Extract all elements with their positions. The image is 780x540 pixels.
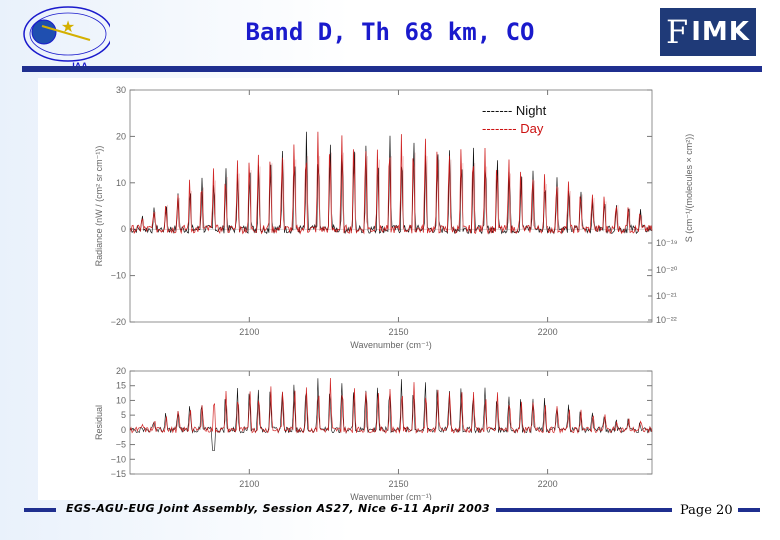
svg-text:★: ★ [61, 19, 75, 36]
residual-day-line [129, 377, 653, 434]
residual-night-line [129, 378, 653, 451]
legend-night: ------- Night [482, 103, 547, 118]
residual-xtick-label: 2100 [239, 479, 259, 489]
imk-logo: F IMK [660, 8, 756, 56]
radiance-ytick-label: −10 [111, 271, 126, 281]
radiance-frame [129, 89, 653, 323]
strength-axis-label: S (cm⁻¹/(molecules × cm²)) [684, 134, 694, 243]
strength-tick-label: 10⁻²² [656, 315, 677, 325]
strength-tick-label: 10⁻²⁰ [656, 265, 678, 275]
radiance-plot: −20 −10 0 10 20 30 2100 2150 2200 Wavenumber (cm⁻… [94, 85, 694, 350]
residual-frame [129, 370, 653, 475]
radiance-ytick-label: −20 [111, 317, 126, 327]
radiance-ytick-label: 30 [116, 85, 126, 95]
radiance-ytick-label: 20 [116, 131, 126, 141]
residual-xtick-label: 2200 [538, 479, 558, 489]
legend-day: -------- Day [482, 121, 544, 136]
radiance-ylabel: Radiance (nW / (cm² sr cm⁻¹)) [94, 146, 104, 267]
page-number: Page 20 [680, 503, 733, 518]
imk-logo-letter: F [666, 13, 690, 51]
strength-tick-label: 10⁻²¹ [656, 291, 677, 301]
residual-xtick-label: 2150 [388, 479, 408, 489]
residual-ytick-label: 20 [116, 366, 126, 376]
footer-rule-left [24, 508, 56, 512]
radiance-xtick-label: 2150 [388, 327, 408, 337]
strength-tick-label: 10⁻¹⁹ [656, 238, 678, 248]
footer-rule-right [738, 508, 760, 512]
residual-ytick-label: 10 [116, 395, 126, 405]
radiance-ytick-label: 10 [116, 178, 126, 188]
iaa-logo: ★ IAA [10, 2, 113, 72]
residual-ytick-label: −15 [111, 469, 126, 479]
residual-ylabel: Residual [94, 405, 104, 440]
footer-text: EGS-AGU-EUG Joint Assembly, Session AS27… [66, 502, 490, 515]
residual-ytick-label: −5 [116, 440, 126, 450]
radiance-ytick-label: 0 [121, 224, 126, 234]
imk-logo-text: IMK [691, 17, 750, 47]
residual-ytick-label: 15 [116, 381, 126, 391]
residual-ytick-label: 5 [121, 410, 126, 420]
radiance-xtick-label: 2100 [239, 327, 259, 337]
residual-ytick-label: 0 [121, 425, 126, 435]
series-day-line [129, 131, 653, 235]
page-title: Band D, Th 68 km, CO [245, 18, 535, 46]
radiance-xlabel: Wavenumber (cm⁻¹) [350, 340, 431, 350]
header-rule [22, 66, 762, 72]
radiance-xtick-label: 2200 [538, 327, 558, 337]
footer-rule-middle [496, 508, 672, 512]
residual-plot: −15 −10 −5 0 5 10 15 20 2100 2150 2200 Wavenumber (… [94, 366, 653, 500]
residual-xlabel: Wavenumber (cm⁻¹) [350, 492, 431, 500]
spectrum-chart: −20 −10 0 10 20 30 2100 2150 2200 Wavenumber (cm⁻… [94, 85, 694, 500]
residual-ytick-label: −10 [111, 454, 126, 464]
